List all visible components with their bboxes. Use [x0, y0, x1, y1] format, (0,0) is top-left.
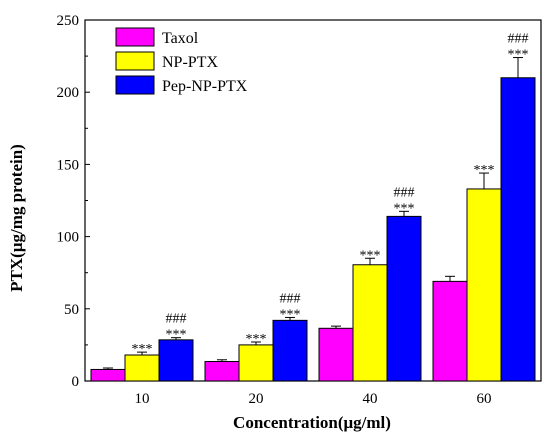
bar — [500, 77, 536, 382]
x-tick-label: 10 — [135, 391, 150, 407]
x-tick-label: 60 — [477, 391, 492, 407]
bar — [352, 264, 388, 382]
x-tick-label: 40 — [363, 391, 378, 407]
bar — [386, 215, 422, 382]
bar — [318, 327, 354, 382]
x-tick-label: 20 — [249, 391, 264, 407]
bar — [204, 361, 240, 382]
y-tick-label: 200 — [57, 85, 80, 101]
x-axis-title: Concentration(μg/ml) — [233, 413, 391, 432]
significance-hashes: ### — [166, 312, 187, 327]
y-tick-label: 100 — [57, 230, 80, 246]
legend-label: Taxol — [162, 30, 199, 47]
significance-stars: *** — [280, 307, 301, 322]
legend: Taxol NP-PTX Pep-NP-PTX — [115, 27, 248, 95]
significance-stars: *** — [132, 342, 153, 357]
significance-hashes: ### — [394, 185, 415, 200]
legend-label: NP-PTX — [162, 54, 218, 71]
y-axis-ticks: 0 50 100 150 200 250 — [57, 13, 90, 390]
significance-stars: *** — [166, 328, 187, 343]
legend-label: Pep-NP-PTX — [162, 78, 248, 95]
bar — [238, 344, 274, 382]
significance-stars: *** — [360, 248, 381, 263]
x-axis-ticks: 10 20 40 60 — [135, 376, 492, 407]
significance-stars: *** — [474, 163, 495, 178]
y-tick-label: 250 — [57, 13, 80, 29]
bar — [124, 354, 160, 382]
legend-swatch — [115, 51, 155, 71]
y-tick-label: 50 — [64, 302, 79, 318]
bar — [466, 188, 502, 382]
bar — [272, 319, 308, 382]
bars: ******###******###******###******### — [90, 32, 536, 382]
y-axis-title: PTX(μg/mg protein) — [7, 144, 26, 292]
bar — [90, 368, 126, 382]
bar — [158, 339, 194, 382]
significance-stars: *** — [394, 201, 415, 216]
legend-swatch — [115, 27, 155, 47]
significance-hashes: ### — [280, 291, 301, 306]
legend-swatch — [115, 75, 155, 95]
bar — [432, 280, 468, 382]
y-tick-label: 150 — [57, 157, 80, 173]
significance-stars: *** — [508, 48, 529, 63]
significance-stars: *** — [246, 332, 267, 347]
y-tick-label: 0 — [72, 374, 80, 390]
significance-hashes: ### — [508, 32, 529, 47]
